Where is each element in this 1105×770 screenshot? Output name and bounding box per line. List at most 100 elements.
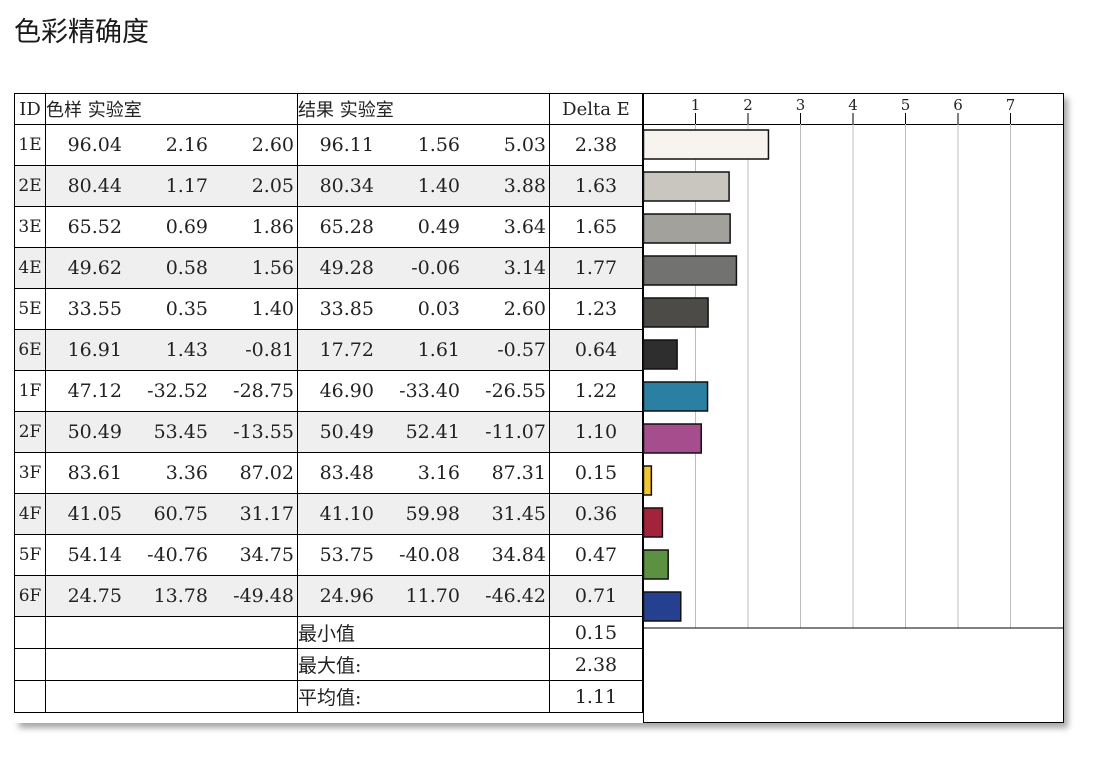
table-row: 1F 47.12 -32.52 -28.75 46.90 -33.40 -26.55 1.22: [14, 370, 643, 412]
delta-e-value: 0.36: [549, 493, 643, 535]
table-header-row: ID 色样 实验室 结果 实验室 Delta E: [14, 93, 643, 125]
sample-a: 60.75: [153, 503, 208, 525]
result-a: -40.08: [399, 544, 460, 566]
result-lab-values: 17.72 1.61 -0.57: [297, 329, 550, 371]
sample-b: 1.56: [251, 257, 294, 279]
row-id: 1E: [14, 124, 46, 166]
result-a: -33.40: [399, 380, 460, 402]
sample-lab-values: 24.75 13.78 -49.48: [45, 575, 298, 617]
result-l: 80.34: [319, 175, 374, 197]
sample-lab-values: 41.05 60.75 31.17: [45, 493, 298, 535]
summary-label: 最小值: [297, 616, 550, 649]
table-row: 2F 50.49 53.45 -13.55 50.49 52.41 -11.07 1.10: [14, 411, 643, 453]
result-b: 5.03: [503, 134, 546, 156]
result-lab-values: 80.34 1.40 3.88: [297, 165, 550, 207]
sample-l: 54.14: [67, 544, 122, 566]
delta-e-value: 1.23: [549, 288, 643, 330]
tick-label: 3: [796, 96, 806, 114]
delta-e-bar: [643, 171, 730, 202]
tick-label: 5: [901, 96, 911, 114]
delta-e-bar: [643, 339, 678, 370]
sample-b: 34.75: [239, 544, 294, 566]
sample-l: 50.49: [67, 421, 122, 443]
header-sample-lab: 色样 实验室: [45, 93, 298, 125]
result-a: 59.98: [405, 503, 460, 525]
result-l: 17.72: [319, 339, 374, 361]
summary-label: 最大值:: [297, 648, 550, 681]
result-l: 46.90: [319, 380, 374, 402]
result-b: 3.64: [503, 216, 546, 238]
sample-l: 96.04: [67, 134, 122, 156]
result-l: 96.11: [319, 134, 374, 156]
color-accuracy-table: ID 色样 实验室 结果 实验室 Delta E 1E 96.04 2.16 2.60…: [14, 93, 643, 713]
row-id: 6E: [14, 329, 46, 371]
row-id: 2F: [14, 411, 46, 453]
table-row: 1E 96.04 2.16 2.60 96.11 1.56 5.03 2.38: [14, 124, 643, 166]
summary-value: 1.11: [549, 680, 643, 713]
table-row: 5E 33.55 0.35 1.40 33.85 0.03 2.60 1.23: [14, 288, 643, 330]
row-id: 6F: [14, 575, 46, 617]
sample-b: 87.02: [239, 462, 294, 484]
result-l: 24.96: [319, 585, 374, 607]
sample-lab-values: 54.14 -40.76 34.75: [45, 534, 298, 576]
table-row: 5F 54.14 -40.76 34.75 53.75 -40.08 34.84 0.47: [14, 534, 643, 576]
result-lab-values: 41.10 59.98 31.45: [297, 493, 550, 535]
summary-row: 最大值: 2.38: [14, 648, 643, 681]
table-row: 4F 41.05 60.75 31.17 41.10 59.98 31.45 0.36: [14, 493, 643, 535]
sample-a: 13.78: [153, 585, 208, 607]
sample-l: 80.44: [67, 175, 122, 197]
result-l: 41.10: [319, 503, 374, 525]
summary-empty: [45, 648, 298, 681]
delta-e-bar: [643, 591, 682, 622]
delta-e-bar: [643, 129, 770, 160]
row-id: 4F: [14, 493, 46, 535]
delta-e-value: 0.64: [549, 329, 643, 371]
result-a: 52.41: [405, 421, 460, 443]
summary-label: 平均值:: [297, 680, 550, 713]
result-a: -0.06: [411, 257, 460, 279]
row-id: 5E: [14, 288, 46, 330]
sample-a: -32.52: [147, 380, 208, 402]
sample-lab-values: 96.04 2.16 2.60: [45, 124, 298, 166]
delta-e-bar: [643, 423, 702, 454]
sample-l: 49.62: [67, 257, 122, 279]
sample-b: 2.05: [251, 175, 294, 197]
summary-row: 平均值: 1.11: [14, 680, 643, 713]
result-a: 0.03: [417, 298, 460, 320]
sample-a: 1.17: [165, 175, 208, 197]
row-id: 2E: [14, 165, 46, 207]
sample-l: 65.52: [67, 216, 122, 238]
summary-empty-id: [14, 680, 46, 713]
table-row: 6E 16.91 1.43 -0.81 17.72 1.61 -0.57 0.64: [14, 329, 643, 371]
result-lab-values: 49.28 -0.06 3.14: [297, 247, 550, 289]
result-a: 1.40: [417, 175, 460, 197]
summary-empty-id: [14, 616, 46, 649]
sample-lab-values: 80.44 1.17 2.05: [45, 165, 298, 207]
summary-value: 2.38: [549, 648, 643, 681]
header-delta-e: Delta E: [549, 93, 643, 125]
sample-a: 0.35: [165, 298, 208, 320]
sample-b: 1.86: [251, 216, 294, 238]
tick-label: 7: [1006, 96, 1016, 114]
sample-a: 3.36: [165, 462, 208, 484]
result-lab-values: 96.11 1.56 5.03: [297, 124, 550, 166]
sample-b: 2.60: [251, 134, 294, 156]
row-id: 4E: [14, 247, 46, 289]
result-lab-values: 24.96 11.70 -46.42: [297, 575, 550, 617]
delta-e-bar: [643, 465, 653, 496]
sample-b: 1.40: [251, 298, 294, 320]
sample-lab-values: 50.49 53.45 -13.55: [45, 411, 298, 453]
result-a: 3.16: [417, 462, 460, 484]
result-b: -11.07: [485, 421, 546, 443]
sample-b: -49.48: [233, 585, 294, 607]
sample-lab-values: 16.91 1.43 -0.81: [45, 329, 298, 371]
result-b: 3.88: [503, 175, 546, 197]
result-b: -46.42: [485, 585, 546, 607]
table-row: 3F 83.61 3.36 87.02 83.48 3.16 87.31 0.15: [14, 452, 643, 494]
delta-e-value: 1.77: [549, 247, 643, 289]
delta-e-value: 0.47: [549, 534, 643, 576]
row-id: 1F: [14, 370, 46, 412]
delta-e-value: 1.63: [549, 165, 643, 207]
sample-l: 16.91: [67, 339, 122, 361]
result-b: 34.84: [491, 544, 546, 566]
